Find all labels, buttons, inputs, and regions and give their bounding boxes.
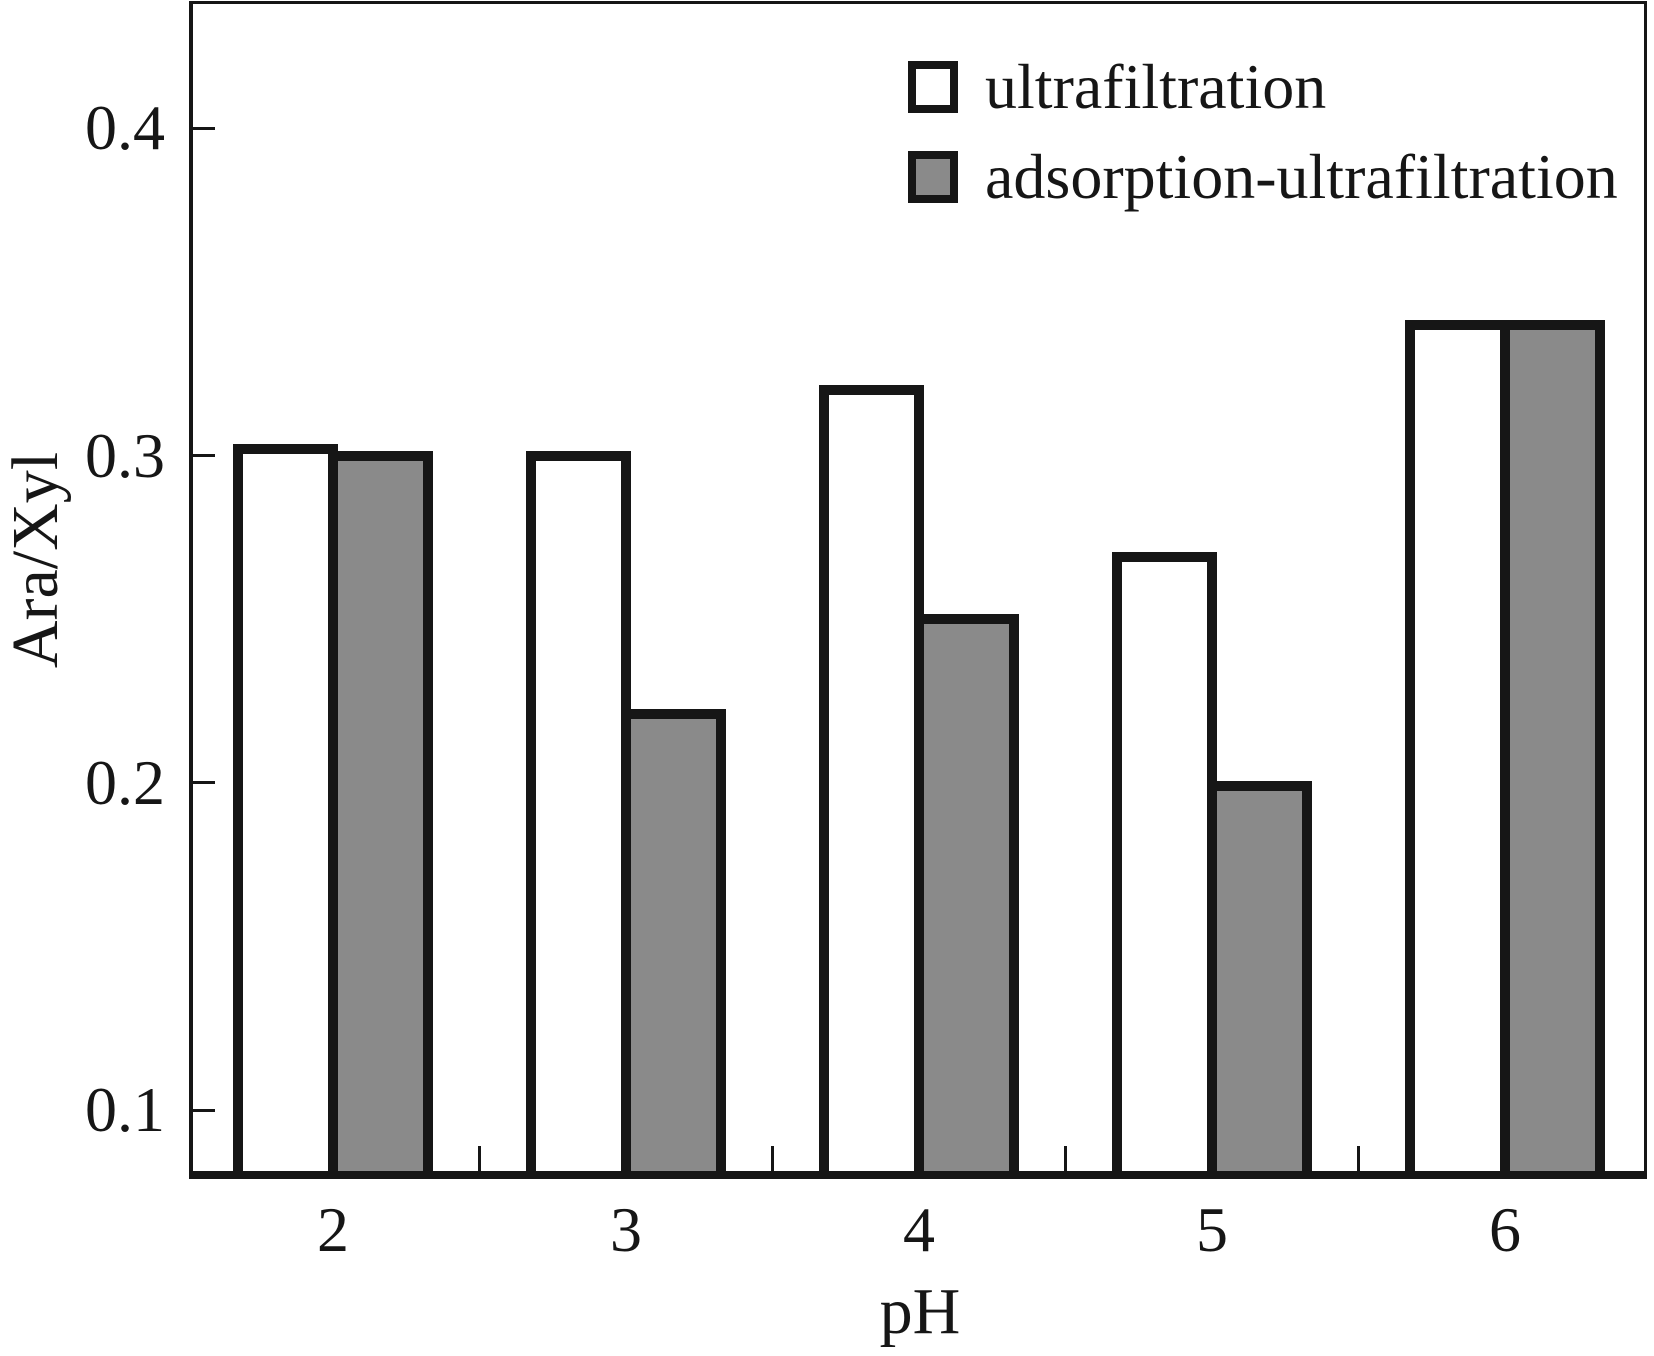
plot-area: ultrafiltration adsorption-ultrafiltrati…	[189, 1, 1647, 1179]
x-tick-label-4: 4	[903, 1194, 935, 1265]
bar-adsorption-ultrafiltration-ph6	[1500, 319, 1605, 1171]
x-axis-title: pH	[879, 1275, 961, 1348]
legend-swatch-ultrafiltration-icon	[908, 61, 958, 113]
bar-adsorption-ultrafiltration-ph3	[621, 709, 726, 1171]
legend-label-adsorption-ultrafiltration: adsorption-ultrafiltration	[985, 141, 1618, 212]
y-tick-label-0.3: 0.3	[85, 419, 165, 491]
bar-ultrafiltration-ph2	[233, 444, 338, 1171]
y-axis-title: Ara/Xyl	[0, 451, 72, 669]
x-tick-label-2: 2	[317, 1194, 349, 1265]
y-tick-0.3	[193, 454, 215, 458]
bar-adsorption-ultrafiltration-ph5	[1207, 781, 1312, 1171]
y-tick-0.1	[193, 1108, 215, 1112]
y-tick-label-0.1: 0.1	[85, 1074, 165, 1145]
bar-ultrafiltration-ph4	[819, 385, 924, 1171]
bar-ultrafiltration-ph3	[526, 450, 631, 1171]
legend-item-ultrafiltration: ultrafiltration	[908, 55, 1618, 119]
bar-ultrafiltration-ph5	[1112, 552, 1217, 1171]
y-tick-label-0.4: 0.4	[85, 92, 165, 164]
x-tick-label-5: 5	[1196, 1194, 1228, 1265]
x-minor-tick-4	[1357, 1146, 1360, 1171]
bar-ultrafiltration-ph6	[1405, 319, 1510, 1171]
legend-label-ultrafiltration: ultrafiltration	[985, 51, 1327, 122]
bar-adsorption-ultrafiltration-ph4	[914, 614, 1019, 1171]
legend: ultrafiltration adsorption-ultrafiltrati…	[908, 55, 1618, 235]
y-tick-0.4	[193, 126, 215, 130]
x-minor-tick-3	[1064, 1146, 1067, 1171]
y-tick-label-0.2: 0.2	[85, 746, 165, 818]
x-minor-tick-2	[771, 1146, 774, 1171]
bar-adsorption-ultrafiltration-ph2	[328, 450, 433, 1171]
x-minor-tick-1	[478, 1146, 481, 1171]
x-tick-label-6: 6	[1489, 1194, 1521, 1265]
y-tick-0.2	[193, 781, 215, 785]
x-tick-label-3: 3	[610, 1194, 642, 1265]
legend-swatch-adsorption-ultrafiltration-icon	[908, 151, 958, 203]
legend-item-adsorption-ultrafiltration: adsorption-ultrafiltration	[908, 145, 1618, 209]
